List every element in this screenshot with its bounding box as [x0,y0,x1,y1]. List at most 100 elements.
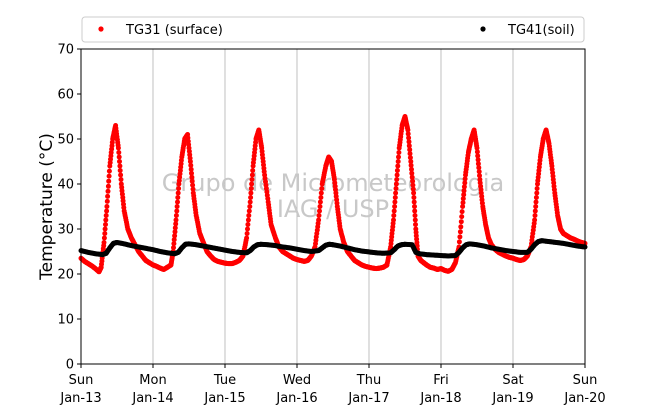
point-0-120-4 [475,161,481,167]
y-tick-label-6: 60 [57,88,74,103]
watermark-line-2: IAG / USP [277,195,389,223]
point-0-114-6 [459,214,465,220]
point-0-29-0 [173,217,179,223]
point-0-8-7 [106,168,112,174]
point-0-8-3 [105,188,111,194]
point-0-50-2 [245,226,250,232]
point-0-8-1 [104,198,110,204]
point-0-120-2 [475,153,481,159]
point-0-34-6 [190,182,196,188]
x-tick-date-3: Jan-16 [275,391,317,406]
legend-marker-soil [480,26,486,32]
point-0-137-0 [532,217,538,223]
y-axis-ticks: 0 10 20 30 40 50 60 70 [57,43,81,373]
point-0-100-5 [412,213,418,218]
point-0-7-7 [104,208,110,214]
point-0-115-4 [461,188,467,194]
x-tick-day-0: Sun [69,373,94,388]
x-tick-date-4: Jan-17 [347,391,389,406]
point-0-100-4 [412,208,418,214]
legend-box [81,16,585,43]
point-0-29-6 [175,190,181,196]
point-0-50-5 [246,213,252,218]
point-0-51-3 [248,186,254,191]
point-0-51-7 [250,168,256,173]
point-0-115-2 [460,196,466,202]
point-0-94-6 [396,154,401,160]
y-axis-title: Temperature (°C) [37,133,57,281]
point-0-98-0 [405,127,411,133]
point-0-137-7 [534,186,540,191]
point-0-12-1 [116,150,122,155]
point-0-93-4 [392,199,398,205]
point-0-120-5 [476,165,482,171]
point-0-115-3 [461,192,467,198]
point-0-100-2 [411,199,417,205]
point-0-114-3 [457,229,463,235]
point-0-100-3 [412,204,417,209]
point-0-71-7 [319,186,325,191]
point-0-98-2 [406,135,412,141]
point-0-94-3 [394,168,400,173]
series-0 [78,114,588,275]
point-0-50-6 [246,208,252,214]
vertical-gridlines [152,49,514,364]
point-0-50-4 [245,217,251,223]
x-tick-day-3: Wed [283,373,311,388]
point-0-28-7 [173,221,179,227]
point-0-93-0 [391,217,396,223]
x-tick-day-4: Thu [356,373,381,388]
point-0-137-3 [533,204,539,209]
point-0-100-0 [411,190,417,196]
x-tick-day-6: Sat [502,373,523,388]
point-0-29-5 [175,195,181,200]
point-0-7-5 [103,217,109,223]
point-0-94-7 [396,150,402,155]
point-0-71-5 [318,195,324,200]
point-0-137-4 [533,199,539,205]
y-tick-label-7: 70 [57,43,74,58]
point-0-120-3 [475,157,481,163]
x-tick-day-5: Fri [433,373,449,388]
point-0-8-2 [105,193,111,199]
data-points [78,114,588,275]
point-0-34-0 [187,159,193,164]
point-0-12-6 [118,172,124,178]
point-0-99-7 [410,186,416,192]
point-0-7-6 [103,213,109,218]
point-0-7-3 [102,226,108,232]
point-0-29-1 [173,213,179,218]
x-axis-ticks: Sun Jan-13 Mon Jan-14 Tue Jan-15 Wed Jan-16 Thu J… [59,364,606,406]
plot-frame [80,48,586,365]
series-1 [78,238,588,259]
x-tick-day-1: Mon [139,373,166,388]
point-0-50-7 [247,204,253,209]
point-0-137-6 [534,190,540,196]
x-tick-date-1: Jan-14 [131,391,173,406]
legend-label-soil: TG41(soil) [507,23,575,38]
point-0-71-2 [317,208,322,214]
point-0-29-2 [174,208,180,214]
point-0-114-7 [459,209,465,215]
point-0-99-5 [410,178,416,184]
x-tick-day-7: Sun [573,373,598,388]
point-0-98-4 [406,143,412,149]
point-0-71-0 [316,217,322,223]
point-0-94-5 [395,159,401,164]
point-0-50-1 [244,231,250,236]
point-0-7-1 [101,235,107,241]
point-0-51-6 [249,172,255,178]
point-0-93-5 [392,195,398,200]
x-tick-date-5: Jan-18 [419,391,461,406]
x-tick-day-2: Tue [213,373,236,388]
point-0-29-3 [174,204,180,209]
x-tick-date-7: Jan-20 [563,391,605,406]
point-0-12-4 [117,163,123,169]
x-tick-date-2: Jan-15 [203,391,245,406]
point-0-120-6 [476,169,482,175]
point-0-114-2 [457,234,463,240]
legend: TG31 (surface) TG41(soil) [81,16,585,43]
point-0-8-6 [106,173,112,179]
point-0-34-7 [190,186,196,192]
legend-label-surface: TG31 (surface) [125,23,223,38]
